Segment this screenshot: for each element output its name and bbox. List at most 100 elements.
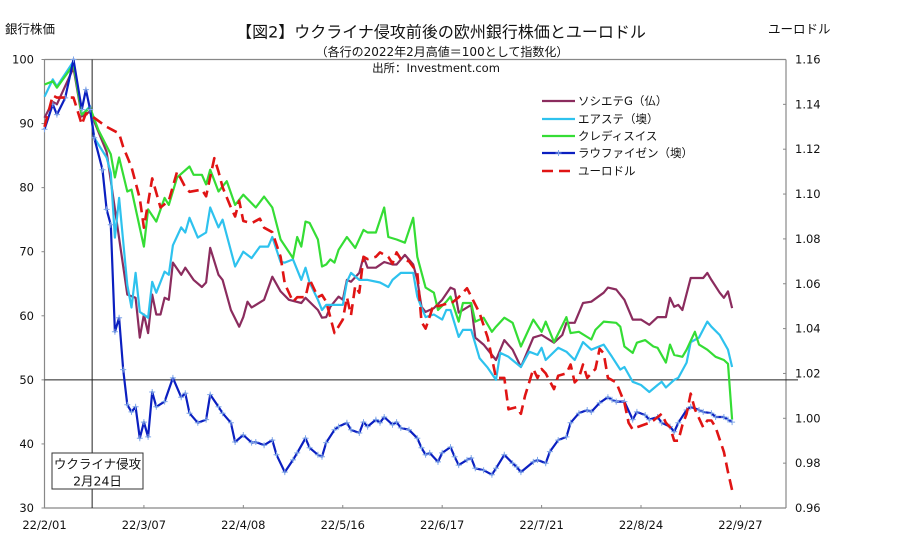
- series-marker-3: [294, 449, 301, 456]
- series-marker-3: [596, 399, 603, 406]
- series-marker-3: [331, 426, 338, 433]
- series-marker-3: [360, 419, 367, 426]
- series-line-1: [43, 60, 734, 394]
- series-marker-3: [261, 442, 268, 449]
- series-marker-3: [178, 394, 185, 401]
- legend-item: クレディスイス: [542, 129, 657, 143]
- series-marker-3: [406, 426, 412, 433]
- series-marker-3: [107, 221, 114, 228]
- series-marker-3: [729, 419, 736, 426]
- y-right-tick-label: 1.12: [795, 142, 821, 156]
- series-marker-3: [103, 206, 110, 213]
- chart-title: 【図2】ウクライナ侵攻前後の欧州銀行株価とユーロドル: [236, 23, 646, 42]
- series-marker-3: [252, 439, 259, 445]
- y-right-tick-label: 1.16: [795, 53, 821, 67]
- y-left-tick-label: 70: [19, 245, 34, 259]
- series-marker-3: [343, 419, 350, 426]
- series-marker-3: [397, 424, 404, 431]
- series-marker-3: [725, 416, 731, 423]
- series-marker-3: [629, 416, 636, 423]
- series-marker-3: [91, 134, 98, 141]
- legend-item: ラウファイゼン（墺）: [542, 146, 693, 160]
- series-marker-3: [136, 435, 143, 442]
- series-marker-3: [393, 419, 400, 426]
- chart-source: 出所：Investment.com: [372, 61, 500, 75]
- y-left-tick-label: 90: [19, 117, 34, 131]
- series-marker-3: [488, 471, 495, 478]
- series-marker-3: [546, 448, 553, 455]
- series-marker-3: [517, 469, 524, 476]
- series-marker-3: [501, 451, 508, 458]
- event-annotation: ウクライナ侵攻 2月24日: [51, 452, 144, 490]
- series-marker-3: [609, 396, 615, 403]
- series-marker-3: [372, 416, 379, 423]
- y-left-tick-label: 40: [19, 437, 34, 451]
- series-marker-3: [687, 403, 694, 410]
- series-marker-3: [720, 414, 727, 420]
- series-marker-3: [306, 444, 313, 451]
- reference-lines: [44, 59, 798, 508]
- series-marker-3: [451, 453, 458, 460]
- series-marker-3: [364, 423, 371, 430]
- series-marker-3: [145, 433, 152, 440]
- series-marker-3: [675, 419, 682, 426]
- legend-label: ユーロドル: [578, 164, 636, 178]
- series-marker-3: [78, 106, 85, 113]
- legend-label: ラウファイゼン（墺）: [578, 146, 693, 160]
- series-marker-3: [82, 86, 89, 93]
- series-marker-3: [530, 458, 537, 465]
- series-marker-3: [269, 437, 276, 444]
- series-marker-3: [712, 414, 719, 420]
- series-marker-3: [563, 433, 570, 440]
- series-marker-3: [542, 460, 549, 467]
- x-tick-label: 22/9/27: [718, 518, 762, 532]
- x-tick-label: 22/4/08: [221, 518, 265, 532]
- legend-item: エアステ（墺）: [542, 112, 659, 126]
- series-marker-3: [169, 374, 176, 381]
- series-marker-3: [700, 408, 707, 415]
- series-marker-3: [414, 435, 421, 442]
- series-marker-3: [273, 451, 280, 458]
- x-tick-label: 22/3/07: [122, 518, 166, 532]
- series-marker-3: [149, 389, 156, 395]
- series-marker-3: [646, 416, 653, 423]
- series-marker-3: [447, 444, 454, 451]
- y-left-axis-title: 銀行株価: [5, 22, 55, 37]
- series-marker-3: [642, 412, 649, 419]
- series-marker-3: [381, 414, 388, 420]
- series-marker-3: [53, 111, 60, 118]
- series-marker-3: [319, 453, 325, 460]
- series-marker-3: [356, 430, 363, 436]
- series-marker-3: [509, 460, 516, 467]
- y-left-tick-label: 30: [19, 501, 34, 515]
- y-right-tick-label: 1.00: [795, 411, 821, 425]
- series-marker-3: [633, 408, 640, 415]
- series-marker-3: [513, 464, 520, 470]
- series-marker-3: [323, 439, 330, 446]
- series-group: [41, 56, 736, 491]
- legend-label: ソシエテG（仏）: [578, 94, 667, 108]
- series-marker-3: [70, 56, 77, 63]
- series-marker-3: [468, 455, 475, 461]
- legend-item: ユーロドル: [542, 164, 636, 178]
- series-line-2: [44, 63, 734, 420]
- series-marker-3: [377, 419, 383, 426]
- event-annotation-box: [51, 452, 144, 490]
- y-right-axis-title: ユーロドル: [768, 22, 831, 37]
- event-annotation-line-1: ウクライナ侵攻: [54, 457, 142, 472]
- y-right-tick-label: 1.06: [795, 277, 821, 291]
- series-marker-3: [186, 410, 193, 417]
- series-marker-3: [696, 407, 702, 413]
- series-marker-3: [708, 410, 715, 417]
- series-marker-3: [422, 451, 429, 458]
- series-marker-3: [534, 456, 541, 463]
- series-marker-3: [182, 390, 189, 397]
- series-marker-3: [203, 416, 210, 423]
- series-marker-3: [455, 462, 462, 469]
- series-marker-3: [493, 465, 499, 472]
- y-left-tick-label: 50: [19, 373, 34, 387]
- series-marker-3: [426, 449, 433, 456]
- series-marker-3: [464, 456, 470, 463]
